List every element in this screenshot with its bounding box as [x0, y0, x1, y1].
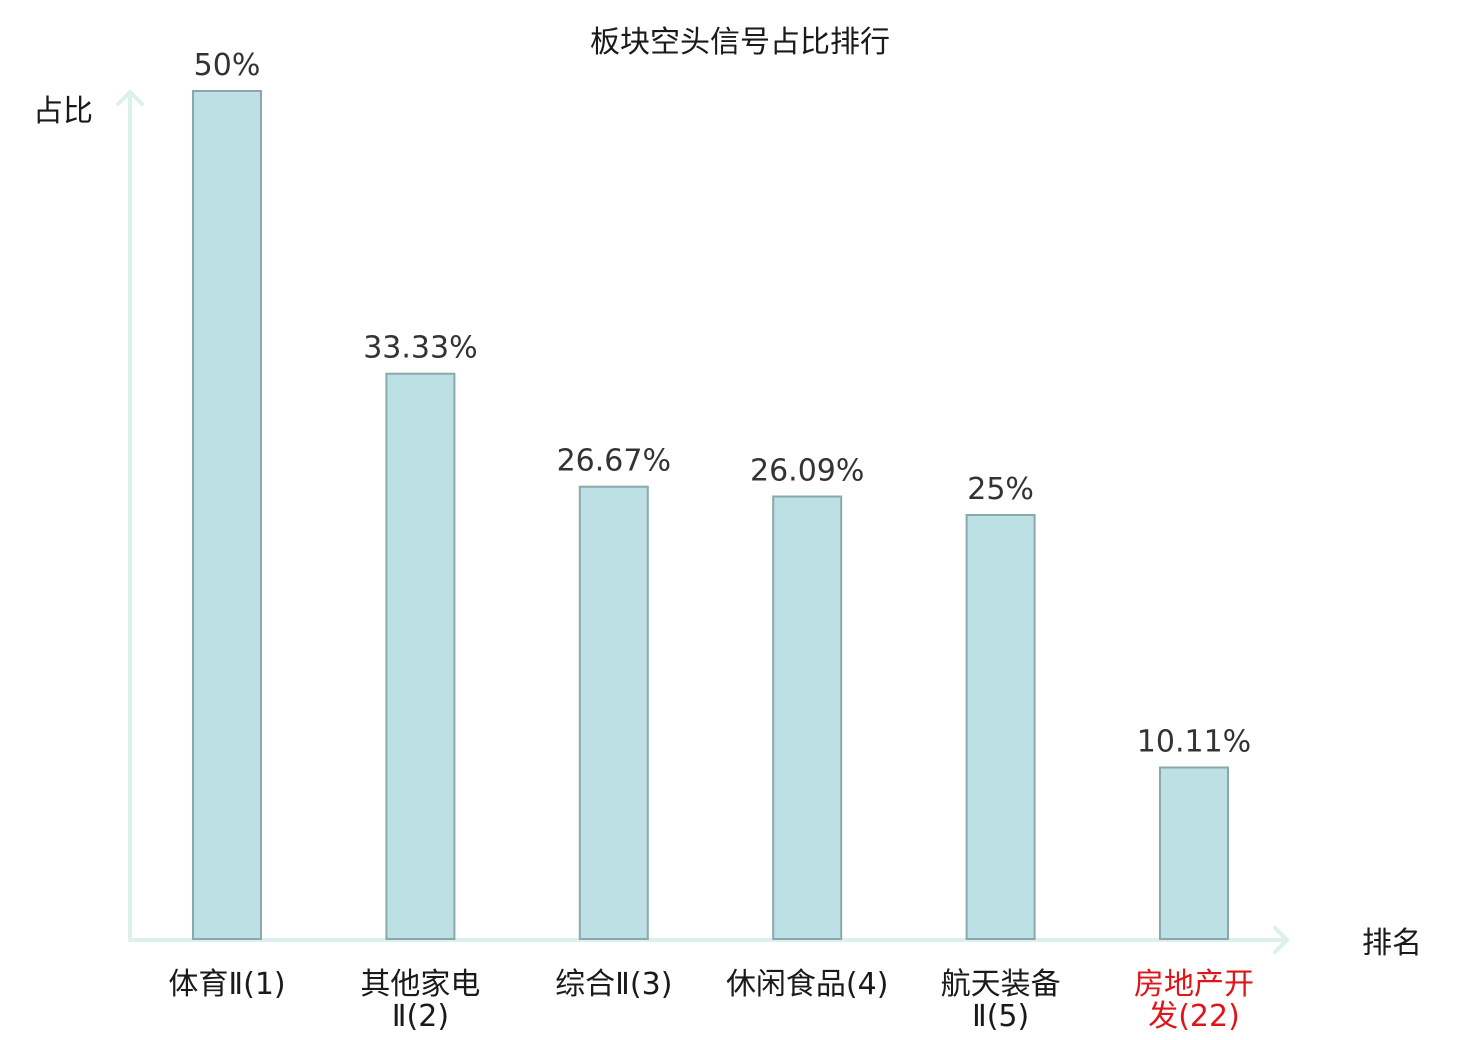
bar-2 [385, 372, 456, 940]
category-label-3: 综合Ⅱ(3) [555, 967, 672, 1002]
chart-title: 板块空头信号占比排行 [590, 25, 890, 60]
y-axis-arrow-icon [116, 90, 144, 106]
bars-group [192, 90, 1229, 940]
bar-3 [578, 485, 649, 940]
category-label-2: 其他家电 Ⅱ(2) [360, 967, 480, 1034]
x-axis-label: 排名 [1362, 926, 1422, 961]
category-label-5: 航天装备 Ⅱ(5) [941, 967, 1061, 1034]
category-labels-group: 体育Ⅱ(1) 其他家电 Ⅱ(2) 综合Ⅱ(3) 休闲食品(4) 航天装备 Ⅱ(5) 房地产开发… [168, 967, 1254, 1034]
value-label-4: 26.09% [750, 454, 864, 489]
category-label-line: 休闲食品(4) [726, 967, 889, 1002]
value-label-3: 26.67% [557, 444, 671, 479]
category-label-line: 发(22) [1148, 999, 1240, 1034]
value-label-2: 33.33% [363, 331, 477, 366]
value-labels-group: 50% 33.33% 26.67% 26.09% 25% 10.11% [194, 48, 1252, 760]
category-label-line: 体育Ⅱ(1) [168, 967, 285, 1002]
category-label-line: Ⅱ(2) [392, 999, 449, 1034]
category-label-6: 房地产开发(22) [1134, 967, 1254, 1034]
category-label-4: 休闲食品(4) [726, 967, 889, 1002]
value-label-1: 50% [194, 48, 261, 83]
y-axis-label: 占比 [33, 94, 93, 129]
value-label-6: 10.11% [1137, 725, 1251, 760]
bar-5 [965, 514, 1036, 940]
x-axis-arrow-icon [1273, 926, 1289, 954]
category-label-line: 房地产开 [1134, 967, 1254, 1002]
category-label-1: 体育Ⅱ(1) [168, 967, 285, 1002]
value-label-5: 25% [967, 472, 1034, 507]
category-label-line: 综合Ⅱ(3) [555, 967, 672, 1002]
category-label-line: 其他家电 [360, 967, 480, 1002]
bar-1 [192, 90, 262, 940]
bar-6 [1159, 766, 1229, 940]
category-label-line: 航天装备 [941, 967, 1061, 1002]
category-label-line: Ⅱ(5) [972, 999, 1029, 1034]
bar-4 [772, 495, 843, 940]
